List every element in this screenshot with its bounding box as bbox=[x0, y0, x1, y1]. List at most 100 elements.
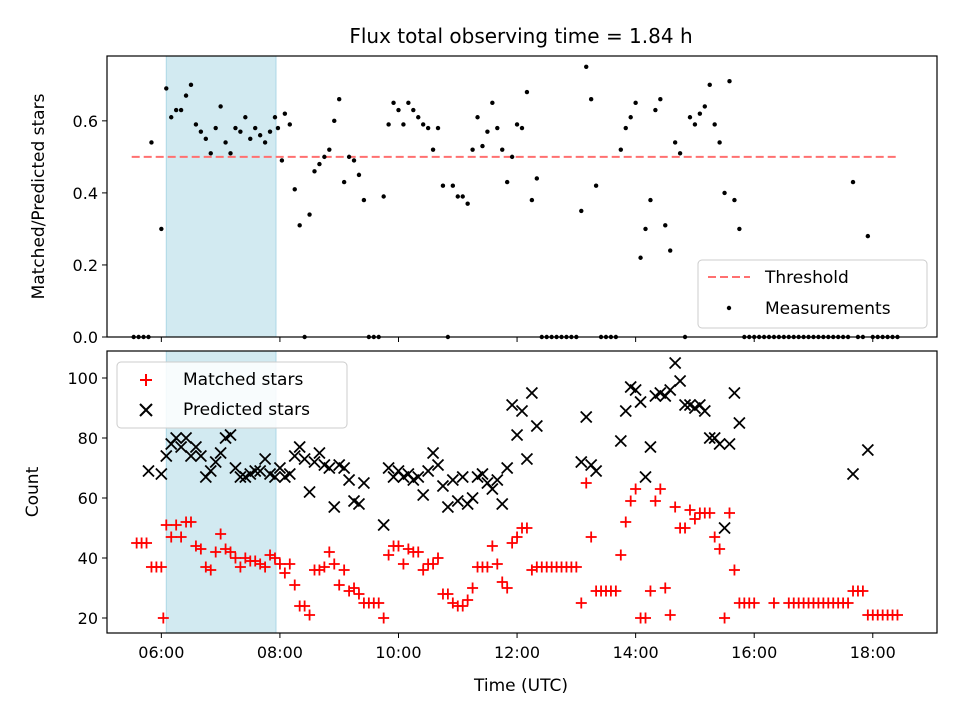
ratio-y-axis-label: Matched/Predicted stars bbox=[29, 93, 49, 299]
ratio-y-tick-label: 0.6 bbox=[73, 112, 98, 131]
matched-star-point bbox=[857, 585, 869, 597]
measurement-point bbox=[391, 100, 396, 106]
measurement-point bbox=[435, 125, 441, 131]
matched-star-point bbox=[185, 516, 197, 528]
measurement-point bbox=[524, 89, 530, 95]
measurements-legend-label: Measurements bbox=[765, 299, 891, 319]
matched-star-point bbox=[481, 561, 493, 573]
ratio-legend: Threshold Measurements bbox=[697, 259, 928, 329]
measurement-point bbox=[465, 201, 470, 206]
predicted-star-point bbox=[510, 428, 524, 442]
predicted-star-point bbox=[723, 437, 736, 451]
predicted-star-point bbox=[283, 467, 296, 481]
x-tick-label: 14:00 bbox=[613, 643, 659, 662]
measurement-point bbox=[672, 140, 678, 145]
matched-star-point bbox=[432, 552, 444, 564]
measurement-point bbox=[213, 125, 218, 131]
predicted-star-point bbox=[293, 440, 306, 454]
measurements-legend-swatch bbox=[726, 305, 732, 311]
matched-star-point bbox=[457, 600, 469, 612]
measurement-point bbox=[386, 122, 391, 127]
measurement-point bbox=[455, 194, 460, 199]
predicted-star-point bbox=[673, 374, 687, 388]
measurement-point bbox=[618, 147, 624, 152]
matched-star-point bbox=[709, 531, 721, 543]
matched-star-point bbox=[157, 612, 169, 624]
predicted-star-point bbox=[426, 446, 440, 460]
measurement-point bbox=[653, 107, 658, 113]
x-tick-label: 16:00 bbox=[731, 643, 777, 662]
measurement-point bbox=[648, 197, 653, 203]
matched-star-point bbox=[442, 588, 454, 600]
matched-star-point bbox=[392, 540, 404, 552]
predicted-star-point bbox=[451, 494, 464, 508]
predicted-star-point bbox=[273, 461, 287, 475]
measurement-point bbox=[332, 118, 337, 124]
measurement-point bbox=[297, 223, 302, 228]
predicted-star-point bbox=[530, 419, 543, 433]
predicted-star-point bbox=[170, 431, 183, 445]
matched-star-point bbox=[496, 576, 508, 588]
measurement-point bbox=[865, 233, 871, 239]
matched-star-point bbox=[348, 582, 360, 594]
measurement-point bbox=[317, 161, 322, 167]
measurement-point bbox=[351, 158, 357, 163]
predicted-star-point bbox=[589, 464, 603, 478]
count-y-tick-label: 20 bbox=[78, 609, 98, 628]
matched-star-point bbox=[644, 585, 656, 597]
predicted-star-point bbox=[639, 470, 652, 484]
measurement-point bbox=[243, 115, 248, 120]
predicted-star-point bbox=[431, 458, 445, 472]
measurement-point bbox=[292, 187, 297, 192]
measurement-point bbox=[396, 107, 401, 113]
predicted-star-point bbox=[194, 449, 208, 463]
measurement-point bbox=[697, 111, 703, 116]
matched-star-point bbox=[625, 495, 637, 507]
predicted-star-point bbox=[313, 446, 326, 460]
predicted-star-point bbox=[644, 440, 657, 454]
matched-star-point bbox=[323, 546, 335, 558]
measurement-point bbox=[282, 111, 288, 116]
predicted-star-point bbox=[323, 461, 336, 475]
predicted-star-point bbox=[629, 383, 642, 397]
measurement-point bbox=[203, 136, 209, 142]
matched-star-point bbox=[891, 609, 903, 621]
matched-star-point bbox=[486, 540, 498, 552]
measurement-point bbox=[584, 64, 589, 70]
predicted-star-point bbox=[174, 440, 188, 454]
measurement-point bbox=[183, 93, 189, 98]
measurement-point bbox=[223, 140, 228, 145]
predicted-star-point bbox=[412, 470, 425, 484]
predicted-star-point bbox=[155, 467, 168, 481]
matched-star-point bbox=[279, 567, 291, 579]
measurement-point bbox=[381, 194, 386, 199]
matched-star-point bbox=[570, 561, 582, 573]
matched-star-point bbox=[521, 522, 533, 534]
matched-star-point bbox=[170, 519, 182, 531]
predicted-star-point bbox=[436, 479, 450, 493]
predicted-star-point bbox=[249, 464, 262, 478]
measurement-point bbox=[668, 248, 673, 253]
predicted-star-point bbox=[664, 383, 677, 397]
predicted-star-point bbox=[303, 485, 316, 499]
predicted-star-point bbox=[698, 404, 711, 418]
predicted-star-point bbox=[308, 455, 321, 469]
matched-star-point bbox=[378, 612, 390, 624]
predicted-star-point bbox=[179, 431, 193, 445]
x-axis-label: Time (UTC) bbox=[473, 676, 568, 696]
measurement-point bbox=[253, 125, 258, 131]
matched-star-point bbox=[412, 546, 424, 558]
matched-star-point bbox=[719, 612, 731, 624]
matched-star-point bbox=[462, 594, 474, 606]
measurement-point bbox=[430, 147, 436, 152]
predicted-star-point bbox=[441, 500, 455, 514]
measurement-point bbox=[450, 183, 456, 188]
predicted-star-point bbox=[417, 488, 430, 502]
predicted-star-point bbox=[342, 473, 356, 487]
matched-star-point bbox=[417, 564, 429, 576]
measurement-point bbox=[687, 115, 693, 120]
measurement-point bbox=[702, 104, 707, 109]
matched-star-point bbox=[160, 519, 172, 531]
predicted-star-point bbox=[580, 410, 593, 424]
